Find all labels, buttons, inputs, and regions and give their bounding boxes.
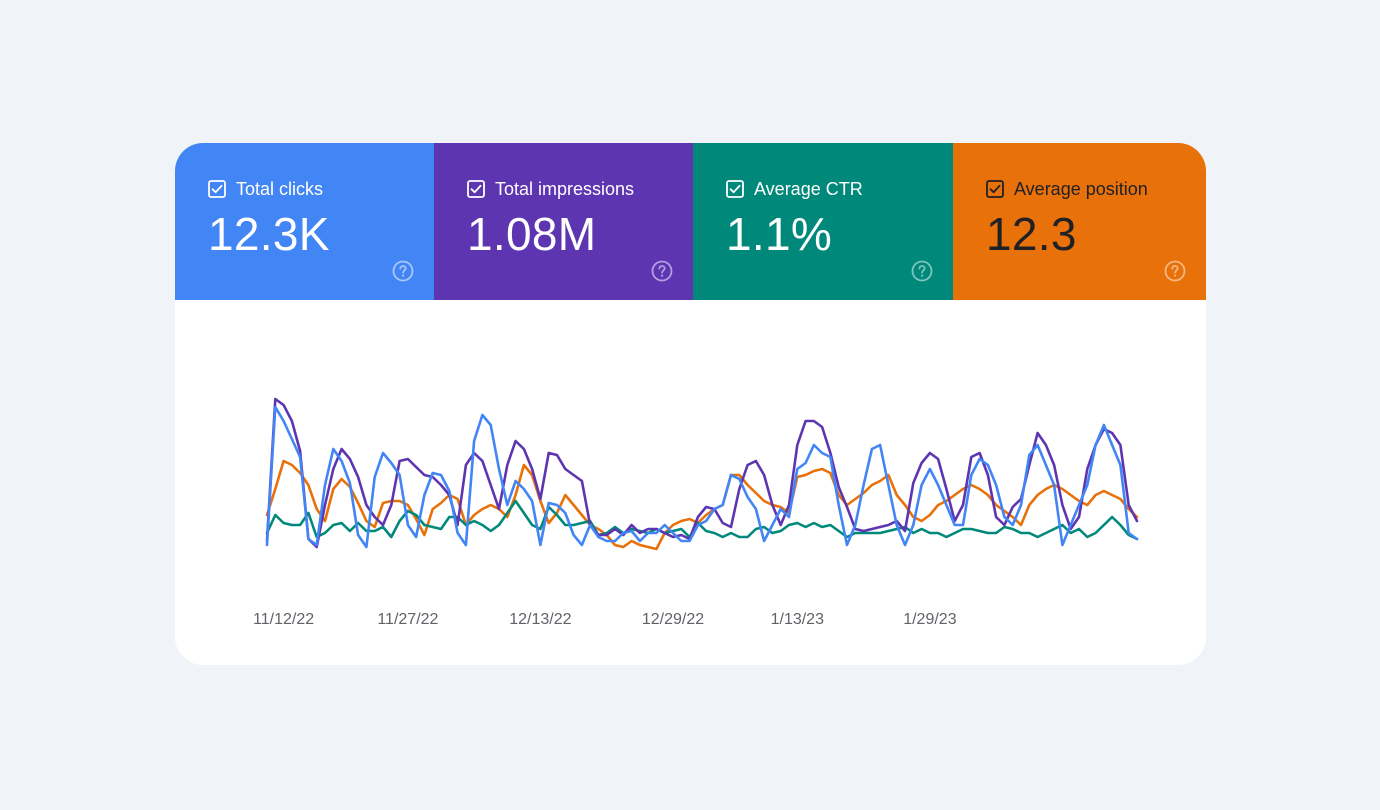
x-tick-label: 11/27/22 <box>377 611 438 628</box>
series-line-average-ctr <box>265 499 1139 541</box>
series-line-total-impressions <box>265 397 1139 549</box>
metric-tab-average-position[interactable]: Average position 12.3 <box>953 143 1206 300</box>
x-axis-ticks: 11/12/22 11/27/22 12/13/22 12/29/22 1/13/23 1… <box>253 611 957 628</box>
x-tick-label: 12/29/22 <box>642 611 704 628</box>
checkbox-checked-icon[interactable] <box>986 180 1004 198</box>
metric-header: Total clicks <box>208 177 434 201</box>
metric-header: Total impressions <box>467 177 693 201</box>
series-lines <box>265 397 1139 551</box>
metric-tab-total-clicks[interactable]: Total clicks 12.3K <box>175 143 434 300</box>
series-line-total-clicks <box>265 405 1139 549</box>
metric-tab-total-impressions[interactable]: Total impressions 1.08M <box>434 143 693 300</box>
checkbox-checked-icon[interactable] <box>726 180 744 198</box>
metric-value: 1.08M <box>467 208 597 260</box>
x-tick-label: 12/13/22 <box>509 611 571 628</box>
metric-tab-average-ctr[interactable]: Average CTR 1.1% <box>693 143 953 300</box>
help-icon[interactable] <box>651 260 673 282</box>
line-chart-svg: 11/12/22 11/27/22 12/13/22 12/29/22 1/13/23 1… <box>253 397 1139 628</box>
help-icon[interactable] <box>1164 260 1186 282</box>
metric-value: 1.1% <box>726 208 833 260</box>
metric-header: Average CTR <box>726 177 953 201</box>
checkbox-checked-icon[interactable] <box>467 180 485 198</box>
metric-value: 12.3K <box>208 208 330 260</box>
metric-value: 12.3 <box>986 208 1077 260</box>
metric-label: Total clicks <box>236 179 324 199</box>
performance-chart: 11/12/22 11/27/22 12/13/22 12/29/22 1/13/23 1… <box>175 300 1206 665</box>
help-icon[interactable] <box>392 260 414 282</box>
metric-header: Average position <box>986 177 1206 201</box>
x-tick-label: 1/29/23 <box>903 611 956 628</box>
metric-label: Total impressions <box>495 179 635 199</box>
metric-label: Average position <box>1014 179 1148 199</box>
help-icon[interactable] <box>911 260 933 282</box>
x-tick-label: 1/13/23 <box>771 611 824 628</box>
metric-tabs: Total clicks 12.3K Total impressions 1.0… <box>175 143 1206 300</box>
performance-card: Total clicks 12.3K Total impressions 1.0… <box>175 143 1206 665</box>
metric-label: Average CTR <box>754 179 863 199</box>
checkbox-checked-icon[interactable] <box>208 180 226 198</box>
x-tick-label: 11/12/22 <box>253 611 314 628</box>
